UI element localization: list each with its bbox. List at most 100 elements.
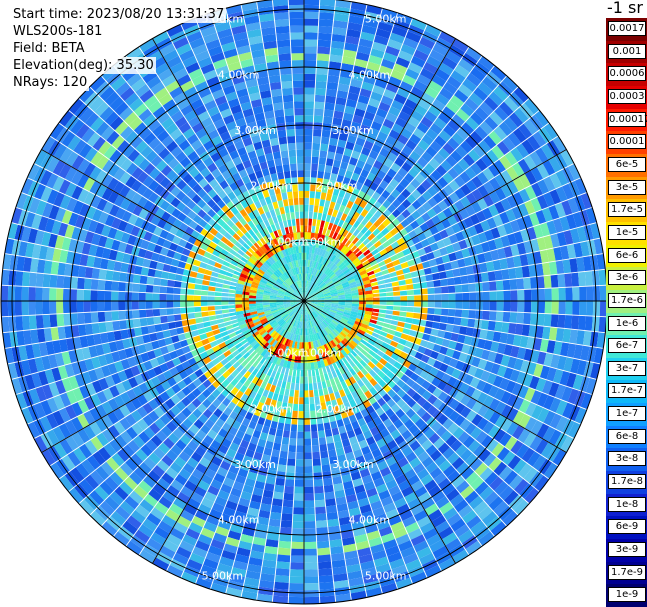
backscatter-cell	[247, 365, 256, 374]
backscatter-cell	[355, 433, 366, 443]
backscatter-cell	[471, 356, 481, 368]
backscatter-cell	[235, 307, 243, 312]
backscatter-cell	[269, 511, 282, 521]
backscatter-cell	[334, 315, 342, 320]
backscatter-cell	[62, 288, 71, 301]
backscatter-cell	[228, 293, 236, 298]
backscatter-cell	[228, 442, 240, 452]
backscatter-cell	[312, 129, 322, 137]
backscatter-cell	[139, 275, 148, 285]
backscatter-cell	[22, 271, 31, 287]
backscatter-cell	[214, 231, 224, 241]
backscatter-cell	[286, 458, 296, 467]
backscatter-cell	[445, 347, 455, 358]
backscatter-cell	[264, 309, 272, 314]
backscatter-cell	[142, 414, 155, 427]
backscatter-cell	[263, 272, 271, 279]
backscatter-cell	[243, 378, 252, 388]
backscatter-cell	[266, 327, 274, 334]
backscatter-cell	[37, 215, 49, 232]
backscatter-cell	[15, 192, 28, 210]
backscatter-cell	[369, 543, 385, 554]
backscatter-cell	[407, 497, 422, 510]
backscatter-cell	[279, 358, 285, 367]
backscatter-cell	[81, 346, 92, 360]
backscatter-cell	[91, 379, 103, 394]
backscatter-cell	[436, 380, 448, 392]
backscatter-cell	[522, 373, 534, 388]
backscatter-cell	[293, 291, 299, 297]
backscatter-cell	[159, 391, 171, 403]
backscatter-cell	[214, 301, 222, 306]
backscatter-cell	[310, 301, 318, 303]
backscatter-cell	[216, 383, 226, 394]
backscatter-cell	[239, 245, 248, 254]
backscatter-cell	[264, 545, 279, 555]
backscatter-cell	[101, 414, 114, 429]
backscatter-cell	[236, 263, 245, 270]
backscatter-cell	[148, 451, 162, 465]
backscatter-cell	[136, 183, 149, 196]
backscatter-cell	[148, 179, 160, 192]
backscatter-cell	[310, 431, 319, 439]
backscatter-cell	[341, 438, 351, 448]
backscatter-cell	[70, 312, 78, 326]
backscatter-cell	[145, 439, 158, 452]
backscatter-cell	[244, 263, 253, 271]
backscatter-cell	[511, 424, 525, 440]
backscatter-cell	[104, 214, 116, 227]
backscatter-cell	[136, 406, 149, 419]
backscatter-cell	[283, 302, 291, 305]
backscatter-cell	[174, 151, 187, 163]
backscatter-cell	[291, 541, 304, 549]
backscatter-cell	[255, 259, 264, 267]
backscatter-cell	[454, 523, 470, 538]
backscatter-cell	[304, 342, 307, 350]
backscatter-cell	[278, 319, 285, 326]
backscatter-cell	[294, 306, 300, 312]
backscatter-cell	[309, 410, 317, 418]
backscatter-cell	[270, 505, 283, 514]
backscatter-cell	[339, 523, 353, 533]
backscatter-cell	[105, 321, 114, 333]
backscatter-cell	[248, 298, 256, 301]
backscatter-cell	[64, 325, 73, 339]
backscatter-cell	[25, 242, 35, 258]
backscatter-cell	[265, 476, 276, 485]
backscatter-cell	[455, 480, 470, 494]
backscatter-cell	[242, 329, 251, 336]
backscatter-cell	[323, 305, 331, 309]
backscatter-cell	[159, 229, 170, 240]
backscatter-cell	[291, 319, 296, 327]
backscatter-cell	[274, 116, 286, 125]
backscatter-cell	[330, 552, 345, 562]
backscatter-cell	[186, 301, 194, 308]
backscatter-cell	[476, 417, 489, 431]
backscatter-cell	[259, 266, 267, 273]
backscatter-cell	[430, 420, 443, 433]
backscatter-cell	[286, 465, 296, 473]
backscatter-cell	[207, 545, 224, 557]
backscatter-cell	[252, 252, 261, 260]
backscatter-cell	[310, 417, 317, 425]
backscatter-cell	[170, 405, 182, 417]
backscatter-cell	[165, 203, 176, 215]
backscatter-cell	[259, 279, 268, 285]
backscatter-cell	[328, 363, 335, 372]
backscatter-cell	[194, 445, 207, 457]
backscatter-cell	[220, 345, 229, 354]
backscatter-cell	[317, 302, 325, 305]
backscatter-cell	[217, 489, 230, 501]
backscatter-cell	[78, 86, 95, 103]
backscatter-cell	[315, 409, 323, 418]
backscatter-cell	[148, 137, 162, 151]
backscatter-cell	[214, 496, 228, 507]
backscatter-cell	[115, 251, 125, 263]
backscatter-cell	[235, 304, 243, 309]
backscatter-cell	[180, 301, 188, 308]
backscatter-cell	[426, 405, 438, 417]
backscatter-cell	[304, 472, 314, 481]
backscatter-cell	[489, 476, 504, 491]
backscatter-cell	[138, 127, 152, 141]
backscatter-cell	[465, 540, 483, 556]
